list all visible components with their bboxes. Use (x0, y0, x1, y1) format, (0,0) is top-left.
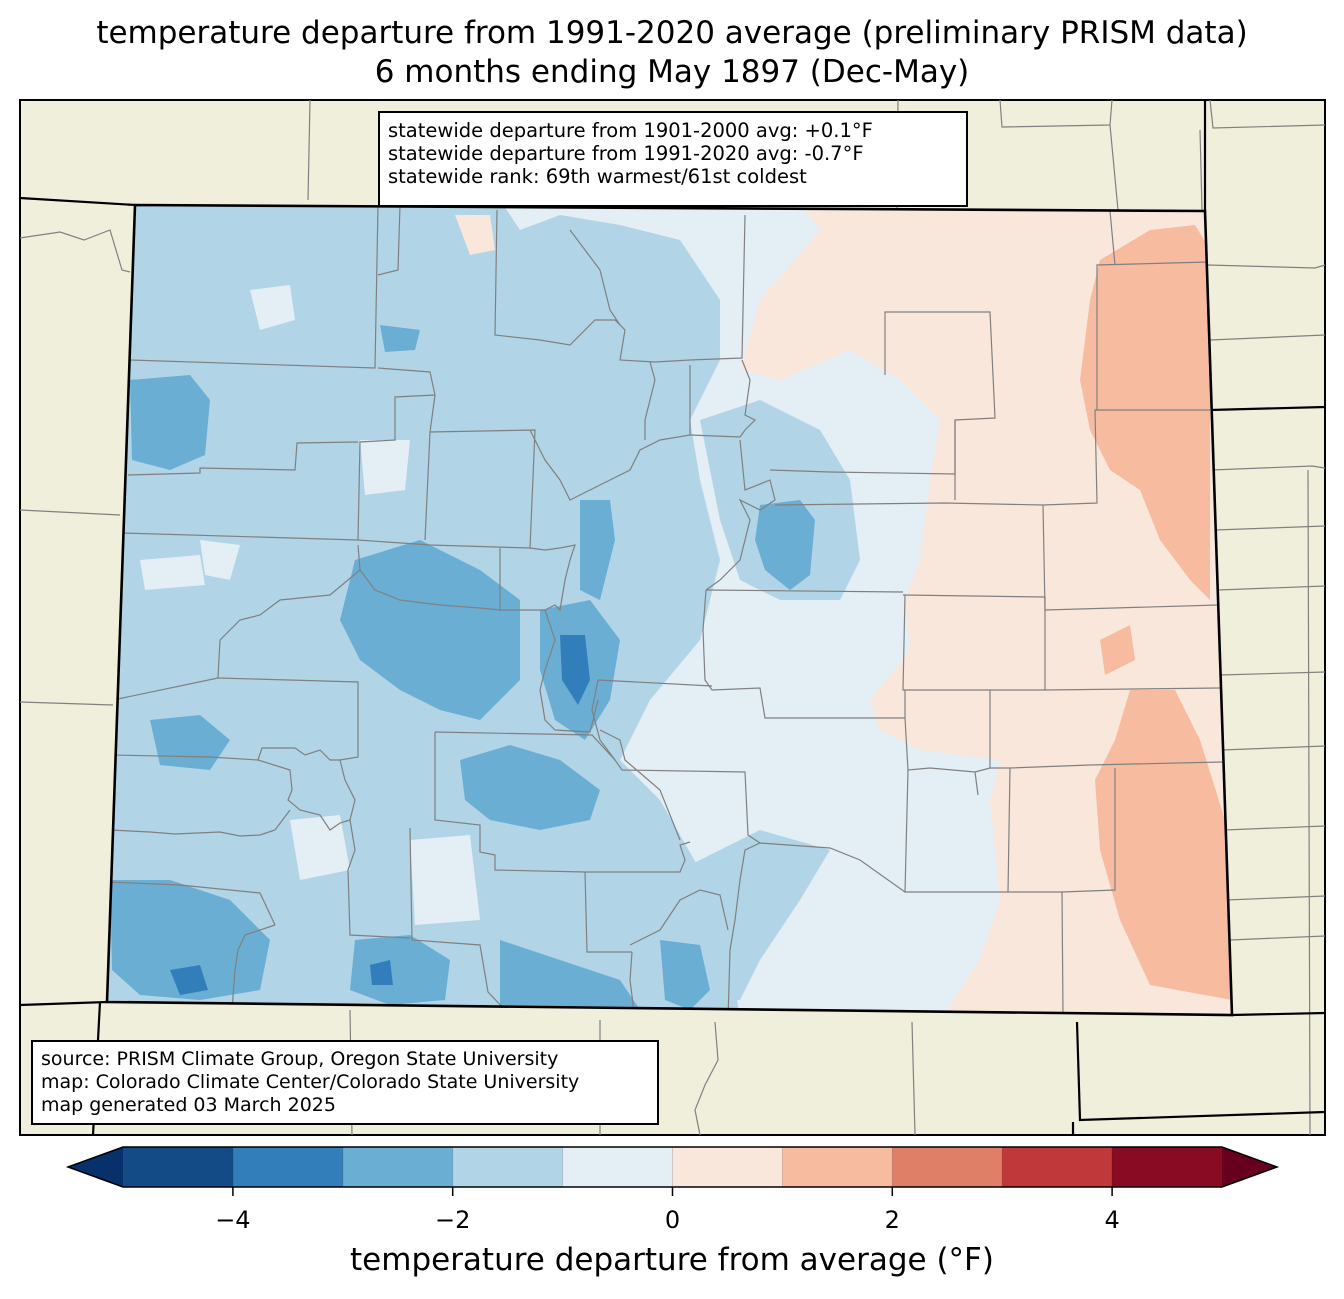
source-line-1: source: PRISM Climate Group, Oregon Stat… (41, 1048, 559, 1070)
colorbar-outline (65, 1146, 1280, 1188)
colorbar-tick-label: 0 (664, 1206, 681, 1234)
colorbar-bin (123, 1147, 234, 1187)
neighbor-county-lines (19, 99, 1326, 1136)
colorado-county-lines (107, 205, 1223, 1015)
colorbar-bin (452, 1147, 564, 1187)
colorado-border (105, 203, 1234, 1017)
map-title: temperature departure from 1991-2020 ave… (96, 15, 1248, 51)
colorbar (65, 1146, 1280, 1196)
colorbar-extend-high (1222, 1147, 1277, 1187)
colorbar-tick-label: 4 (1104, 1206, 1120, 1234)
warm-zone-strong-north (1080, 225, 1210, 600)
colorbar-bin (1112, 1147, 1223, 1187)
source-line-3: map generated 03 March 2025 (41, 1094, 336, 1116)
colorbar-bin (672, 1147, 783, 1187)
stats-line-1: statewide departure from 1901-2000 avg: … (388, 119, 873, 142)
stats-line-2: statewide departure from 1991-2020 avg: … (388, 142, 864, 165)
colorbar-bin (892, 1147, 1003, 1187)
colorbar-bin (342, 1147, 454, 1187)
temperature-departure-field (107, 205, 1232, 1015)
source-box: source: PRISM Climate Group, Oregon Stat… (31, 1040, 659, 1125)
colorbar-title: temperature departure from average (°F) (350, 1242, 994, 1278)
colorbar-extend-low (68, 1147, 123, 1187)
cool-patch-northwest (130, 375, 210, 470)
colorbar-tick-label: −4 (215, 1206, 251, 1234)
colorbar-tick-label: 2 (884, 1206, 900, 1234)
colorbar-bin (1002, 1147, 1113, 1187)
colorbar-bin (232, 1147, 344, 1187)
colorbar-tick-label: −2 (434, 1206, 471, 1234)
colorbar-bin (562, 1147, 673, 1187)
map-subtitle: 6 months ending May 1897 (Dec-May) (374, 54, 970, 90)
statewide-stats-box: statewide departure from 1901-2000 avg: … (378, 111, 968, 207)
source-line-2: map: Colorado Climate Center/Colorado St… (41, 1071, 580, 1093)
stats-line-3: statewide rank: 69th warmest/61st coldes… (388, 165, 807, 188)
warm-zone-strong-south (1095, 690, 1232, 1000)
colorbar-bin (782, 1147, 893, 1187)
